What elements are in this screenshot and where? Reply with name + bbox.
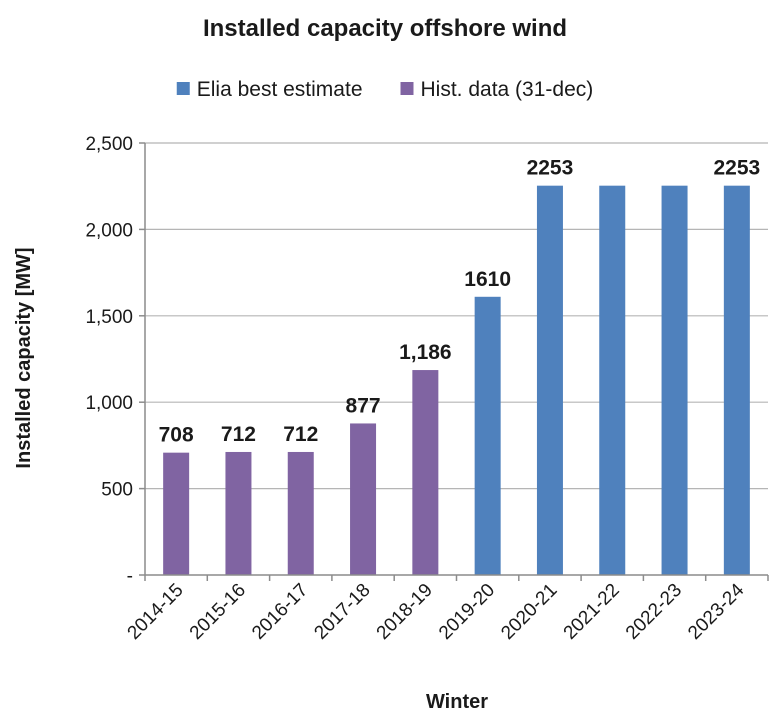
legend-label: Hist. data (31-dec) (421, 78, 594, 101)
y-tick-label: 2,000 (85, 220, 133, 241)
x-axis-title: Winter (426, 691, 488, 713)
x-tick-label: 2021-22 (560, 580, 624, 644)
x-tick-label: 2018-19 (373, 580, 437, 644)
bar (474, 296, 501, 575)
bar (661, 185, 688, 576)
legend: Elia best estimate Hist. data (31-dec) (176, 78, 594, 101)
x-tick-label: 2019-20 (435, 580, 499, 644)
x-tick-label: 2022-23 (622, 580, 686, 644)
chart-title: Installed capacity offshore wind (203, 15, 567, 42)
y-axis-ticks: - 500 1,000 1,500 2,000 2,500 (85, 134, 145, 587)
data-labels: 708 712 712 877 1,186 1610 2253 2253 (159, 157, 761, 447)
legend-swatch (176, 82, 190, 95)
y-axis-title: Installed capacity [MW] (13, 247, 35, 468)
y-tick-label: 1,000 (85, 393, 133, 414)
x-tick-label: 2016-17 (248, 580, 312, 644)
data-label: 712 (283, 423, 318, 446)
legend-label: Elia best estimate (197, 78, 363, 101)
x-tick-label: 2015-16 (186, 580, 250, 644)
data-label: 712 (221, 423, 256, 446)
y-tick-label: - (127, 566, 133, 587)
y-tick-label: 1,500 (85, 307, 133, 328)
x-tick-label: 2014-15 (124, 580, 188, 644)
bar (225, 451, 252, 575)
bar (287, 451, 314, 575)
data-label: 1,186 (399, 341, 452, 364)
x-tick-label: 2020-21 (497, 580, 561, 644)
bar (599, 185, 626, 576)
data-label: 2253 (713, 157, 760, 180)
bar (163, 452, 190, 575)
bar (412, 370, 439, 575)
data-label: 2253 (527, 157, 574, 180)
data-label: 708 (159, 424, 194, 447)
bar (350, 423, 377, 575)
x-tick-label: 2017-18 (310, 580, 374, 644)
data-label: 877 (346, 394, 381, 417)
x-axis-ticks: 2014-152015-162016-172017-182018-192019-… (124, 575, 769, 644)
data-label: 1610 (464, 268, 511, 291)
y-tick-label: 500 (101, 480, 133, 501)
x-tick-label: 2023-24 (684, 579, 748, 643)
bar (723, 185, 750, 576)
bars (163, 185, 750, 576)
legend-swatch (400, 82, 414, 95)
y-tick-label: 2,500 (85, 134, 133, 155)
bar (536, 185, 563, 576)
